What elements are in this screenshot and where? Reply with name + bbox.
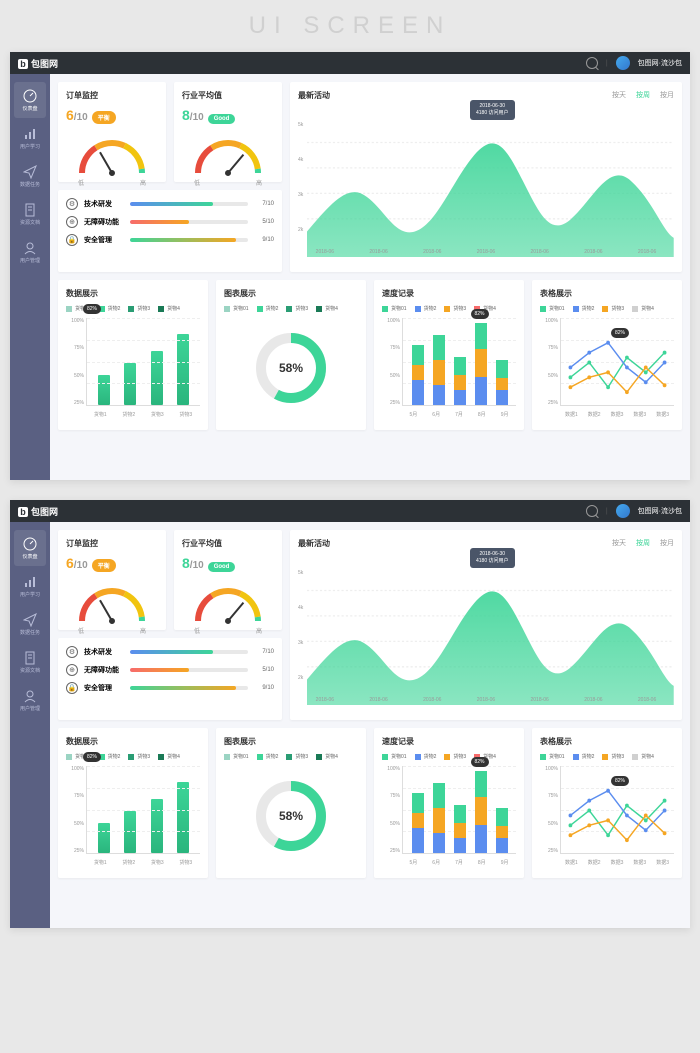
sidebar: 仪表盘 用户学习 数据任务 资源文档 用户管理 bbox=[10, 74, 50, 480]
sidebar: 仪表盘 用户学习 数据任务 资源文档 用户管理 bbox=[10, 522, 50, 928]
chart-title: 表格展示 bbox=[540, 288, 674, 299]
page-title: UI SCREEN bbox=[0, 0, 700, 52]
user-icon bbox=[23, 241, 37, 255]
activity-tabs: 按天按周按月 bbox=[612, 538, 674, 548]
chart-title: 速度记录 bbox=[382, 288, 516, 299]
sidebar-item-仪表盘[interactable]: 仪表盘 bbox=[14, 82, 46, 118]
activity-card: 最新活动 按天按周按月 2018-06-304180 访问用户 5k4k3k2k bbox=[290, 82, 682, 272]
topbar: b包图网 | 包图网·流沙包 bbox=[10, 500, 690, 522]
progress-icon: ⊕ bbox=[66, 664, 78, 676]
sidebar-item-数据任务[interactable]: 数据任务 bbox=[14, 158, 46, 194]
gauge-card-1: 行业平均值 8/10Good 低高 bbox=[174, 82, 282, 182]
gauge-card-0: 订单监控 6/10平衡 低高 bbox=[58, 82, 166, 182]
speedometer-icon bbox=[23, 89, 37, 103]
chart-card-3: 表格展示 货物01货物2货物3货物4 100%75%50%25% 82% 数据1… bbox=[532, 280, 682, 430]
chart-title: 速度记录 bbox=[382, 736, 516, 747]
send-icon bbox=[23, 165, 37, 179]
progress-icon: 🔒 bbox=[66, 682, 78, 694]
tab-按周[interactable]: 按周 bbox=[636, 538, 650, 548]
logo[interactable]: b包图网 bbox=[18, 505, 58, 518]
send-icon bbox=[23, 613, 37, 627]
chart-card-1: 图表展示 货物01货物2货物3货物4 58% bbox=[216, 280, 366, 430]
chart-tooltip: 2018-06-304180 访问用户 bbox=[470, 548, 515, 568]
sidebar-item-用户学习[interactable]: 用户学习 bbox=[14, 120, 46, 156]
progress-icon: ⚙ bbox=[66, 646, 78, 658]
tab-按天[interactable]: 按天 bbox=[612, 538, 626, 548]
user-name: 包图网·流沙包 bbox=[638, 506, 682, 516]
sidebar-item-用户学习[interactable]: 用户学习 bbox=[14, 568, 46, 604]
sidebar-item-用户管理[interactable]: 用户管理 bbox=[14, 682, 46, 718]
chart-card-1: 图表展示 货物01货物2货物3货物4 58% bbox=[216, 728, 366, 878]
progress-icon: ⊕ bbox=[66, 216, 78, 228]
sidebar-item-数据任务[interactable]: 数据任务 bbox=[14, 606, 46, 642]
legend: 货物01货物2货物3货物4 bbox=[540, 753, 674, 760]
sidebar-item-资源文档[interactable]: 资源文档 bbox=[14, 644, 46, 680]
avatar[interactable] bbox=[616, 504, 630, 518]
gauge-card-1: 行业平均值 8/10Good 低高 bbox=[174, 530, 282, 630]
dashboard: b包图网 | 包图网·流沙包 仪表盘 用户学习 数据任务 bbox=[10, 52, 690, 480]
chart-card-0: 数据展示 货物01货物2货物3货物4 100%75%50%25% 82% 货物1… bbox=[58, 728, 208, 878]
search-icon[interactable] bbox=[586, 57, 598, 69]
chart-title: 图表展示 bbox=[224, 736, 358, 747]
chart-card-3: 表格展示 货物01货物2货物3货物4 100%75%50%25% 82% 数据1… bbox=[532, 728, 682, 878]
legend: 货物01货物2货物3货物4 bbox=[382, 753, 516, 760]
speedometer-icon bbox=[23, 537, 37, 551]
avatar[interactable] bbox=[616, 56, 630, 70]
chart-title: 表格展示 bbox=[540, 736, 674, 747]
chart-title: 图表展示 bbox=[224, 288, 358, 299]
tab-按月[interactable]: 按月 bbox=[660, 90, 674, 100]
tab-按周[interactable]: 按周 bbox=[636, 90, 650, 100]
chart-tooltip: 2018-06-304180 访问用户 bbox=[470, 100, 515, 120]
logo[interactable]: b包图网 bbox=[18, 57, 58, 70]
legend: 货物01货物2货物3货物4 bbox=[224, 305, 358, 312]
activity-card: 最新活动 按天按周按月 2018-06-304180 访问用户 5k4k3k2k bbox=[290, 530, 682, 720]
chart-card-0: 数据展示 货物01货物2货物3货物4 100%75%50%25% 82% 货物1… bbox=[58, 280, 208, 430]
chart-icon bbox=[23, 575, 37, 589]
progress-card: ⚙ 技术研发 7/10 ⊕ 无障碍功能 5/10 🔒 bbox=[58, 638, 282, 720]
chart-title: 数据展示 bbox=[66, 288, 200, 299]
chart-card-2: 速度记录 货物01货物2货物3货物4 100%75%50%25% 82% 5月6… bbox=[374, 728, 524, 878]
user-icon bbox=[23, 689, 37, 703]
topbar: b包图网 | 包图网·流沙包 bbox=[10, 52, 690, 74]
chart-icon bbox=[23, 127, 37, 141]
progress-icon: ⚙ bbox=[66, 198, 78, 210]
legend: 货物01货物2货物3货物4 bbox=[540, 305, 674, 312]
user-name: 包图网·流沙包 bbox=[638, 58, 682, 68]
doc-icon bbox=[23, 203, 37, 217]
progress-icon: 🔒 bbox=[66, 234, 78, 246]
sidebar-item-资源文档[interactable]: 资源文档 bbox=[14, 196, 46, 232]
doc-icon bbox=[23, 651, 37, 665]
tab-按月[interactable]: 按月 bbox=[660, 538, 674, 548]
tab-按天[interactable]: 按天 bbox=[612, 90, 626, 100]
legend: 货物01货物2货物3货物4 bbox=[224, 753, 358, 760]
sidebar-item-仪表盘[interactable]: 仪表盘 bbox=[14, 530, 46, 566]
progress-card: ⚙ 技术研发 7/10 ⊕ 无障碍功能 5/10 🔒 bbox=[58, 190, 282, 272]
activity-tabs: 按天按周按月 bbox=[612, 90, 674, 100]
sidebar-item-用户管理[interactable]: 用户管理 bbox=[14, 234, 46, 270]
search-icon[interactable] bbox=[586, 505, 598, 517]
gauge-card-0: 订单监控 6/10平衡 低高 bbox=[58, 530, 166, 630]
chart-title: 数据展示 bbox=[66, 736, 200, 747]
dashboard: b包图网 | 包图网·流沙包 仪表盘 用户学习 数据任务 bbox=[10, 500, 690, 928]
chart-card-2: 速度记录 货物01货物2货物3货物4 100%75%50%25% 82% 5月6… bbox=[374, 280, 524, 430]
legend: 货物01货物2货物3货物4 bbox=[382, 305, 516, 312]
